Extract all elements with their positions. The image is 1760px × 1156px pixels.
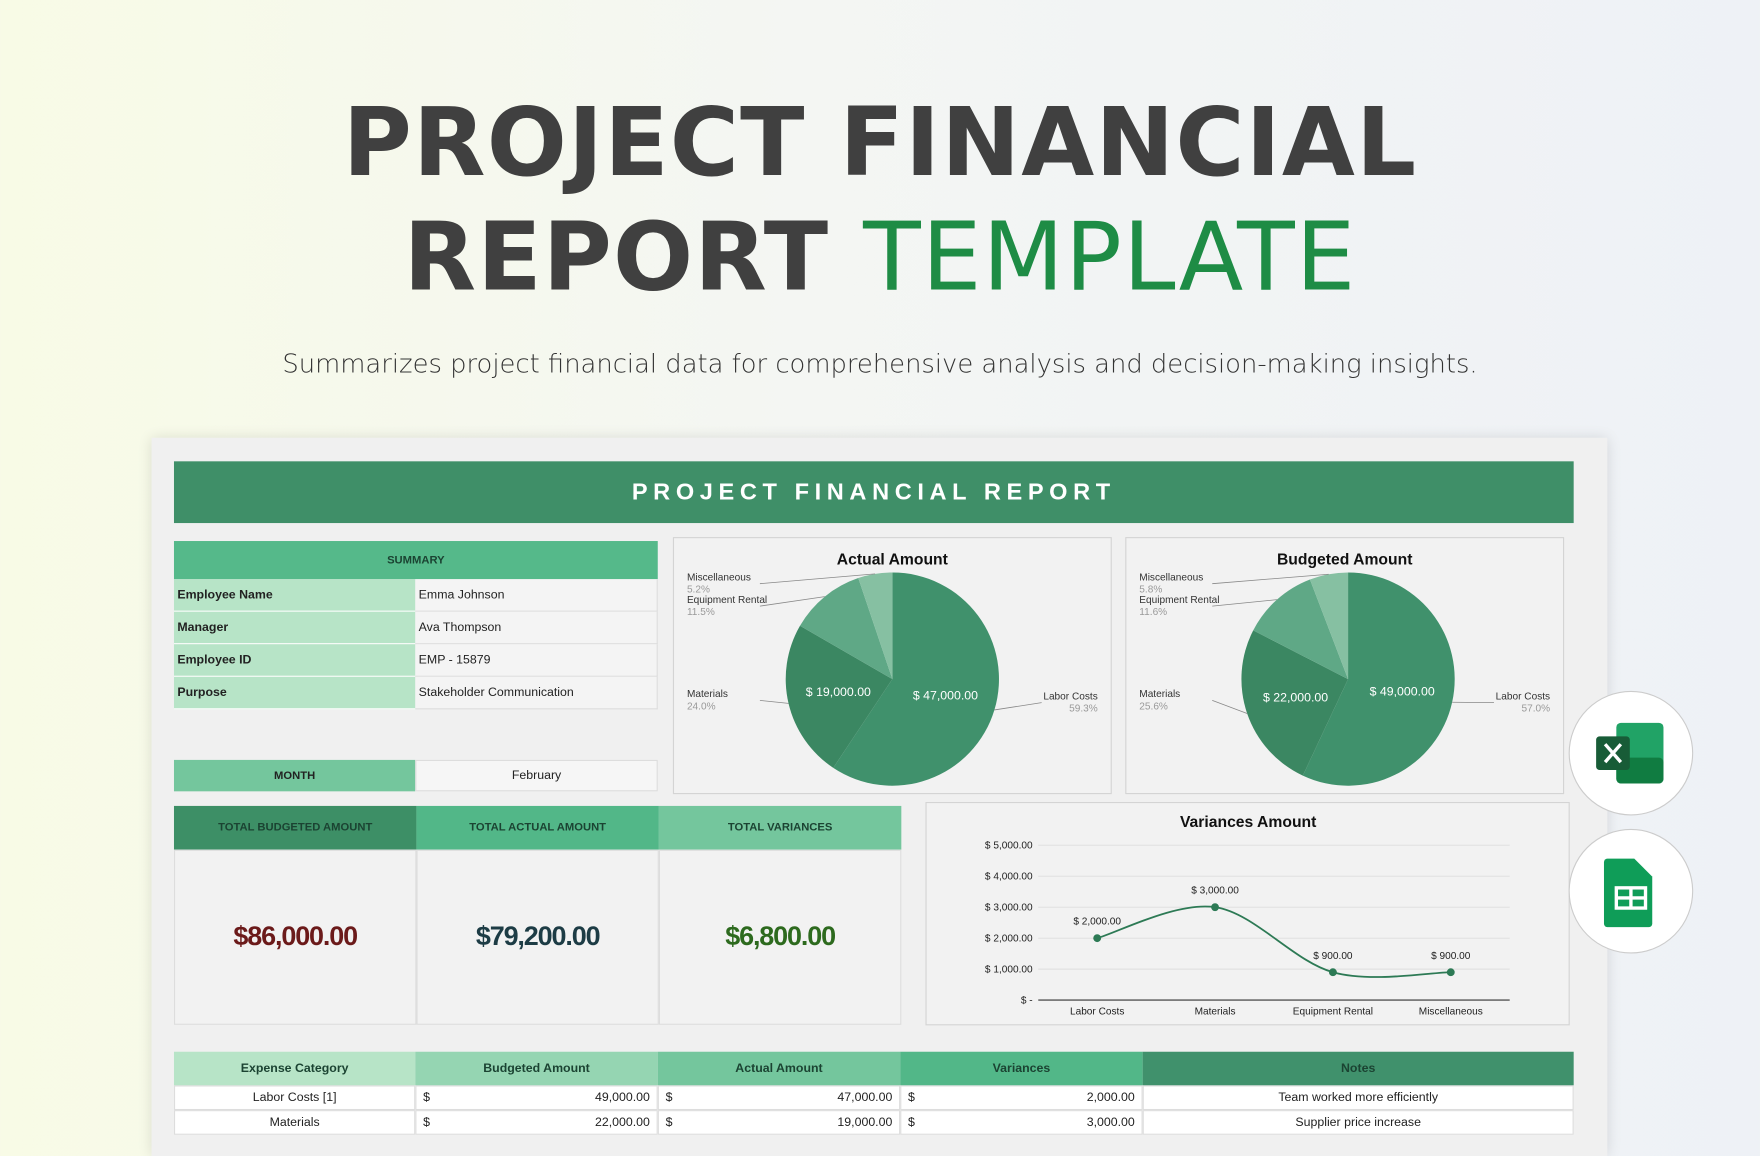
table-cell: Supplier price increase — [1143, 1110, 1574, 1135]
currency-symbol: $ — [666, 1116, 673, 1129]
summary-value: Stakeholder Communication — [415, 677, 657, 710]
data-label: $ 47,000.00 — [913, 689, 978, 703]
table-cell: $49,000.00 — [415, 1085, 657, 1110]
amount: 49,000.00 — [595, 1091, 650, 1104]
summary-header: SUMMARY — [174, 541, 658, 579]
x-tick-label: Materials — [1195, 1007, 1236, 1018]
slice-percent: 59.3% — [1069, 704, 1098, 715]
amount: 2,000.00 — [1087, 1091, 1135, 1104]
point — [1211, 903, 1219, 911]
table-header: Notes — [1143, 1052, 1574, 1086]
chart-title: Actual Amount — [837, 552, 949, 569]
currency-symbol: $ — [423, 1091, 430, 1104]
amount: 22,000.00 — [595, 1116, 650, 1129]
x-tick-label: Miscellaneous — [1419, 1007, 1483, 1018]
month-label: MONTH — [174, 760, 415, 791]
y-tick-label: $ 4,000.00 — [985, 872, 1033, 883]
data-label: $ 22,000.00 — [1263, 690, 1328, 704]
slice-percent: 57.0% — [1521, 704, 1550, 715]
slice-label: Labor Costs — [1043, 691, 1097, 702]
table-cell: $47,000.00 — [658, 1085, 900, 1110]
slice-label: Equipment Rental — [1139, 595, 1219, 606]
total-header: TOTAL BUDGETED AMOUNT — [174, 806, 416, 850]
summary-value: EMP - 15879 — [415, 644, 657, 677]
amount: 3,000.00 — [1087, 1116, 1135, 1129]
summary-value: Ava Thompson — [415, 612, 657, 645]
chart-title: Budgeted Amount — [1277, 552, 1413, 569]
slice-percent: 5.2% — [687, 585, 710, 596]
total-header: TOTAL VARIANCES — [659, 806, 901, 850]
summary-label: Employee ID — [174, 644, 415, 677]
table-cell: $3,000.00 — [900, 1110, 1142, 1135]
table-cell: $19,000.00 — [658, 1110, 900, 1135]
table-cell: Materials — [174, 1110, 415, 1135]
month-value: February — [415, 760, 657, 791]
currency-symbol: $ — [908, 1091, 915, 1104]
y-tick-label: $ - — [1021, 995, 1033, 1006]
slice-percent: 5.8% — [1139, 585, 1162, 596]
data-label: $ 19,000.00 — [806, 685, 871, 699]
chart-title: Variances Amount — [1180, 814, 1317, 831]
y-tick-label: $ 5,000.00 — [985, 841, 1033, 852]
table-header: Variances — [900, 1052, 1142, 1086]
y-tick-label: $ 2,000.00 — [985, 934, 1033, 945]
point — [1093, 934, 1101, 942]
summary-value: Emma Johnson — [415, 579, 657, 612]
point — [1329, 968, 1337, 976]
data-label: $ 49,000.00 — [1370, 685, 1435, 699]
total-value: $86,000.00 — [174, 850, 416, 1025]
table-cell: $22,000.00 — [415, 1110, 657, 1135]
slice-percent: 11.6% — [1139, 607, 1167, 618]
total-header: TOTAL ACTUAL AMOUNT — [416, 806, 658, 850]
x-tick-label: Labor Costs — [1070, 1007, 1124, 1018]
summary-label: Employee Name — [174, 579, 415, 612]
total-value: $6,800.00 — [659, 850, 901, 1025]
data-label: $ 2,000.00 — [1073, 917, 1121, 928]
table-cell: $2,000.00 — [900, 1085, 1142, 1110]
slice-label: Labor Costs — [1496, 691, 1550, 702]
x-tick-label: Equipment Rental — [1293, 1007, 1373, 1018]
amount: 19,000.00 — [837, 1116, 892, 1129]
currency-symbol: $ — [666, 1091, 673, 1104]
table-header: Expense Category — [174, 1052, 415, 1086]
point — [1447, 968, 1455, 976]
currency-symbol: $ — [423, 1116, 430, 1129]
slice-label: Miscellaneous — [1139, 572, 1203, 583]
y-tick-label: $ 3,000.00 — [985, 903, 1033, 914]
slice-percent: 24.0% — [687, 701, 716, 712]
slice-percent: 25.6% — [1139, 701, 1168, 712]
summary-label: Purpose — [174, 677, 415, 710]
chart-panel — [926, 803, 1569, 1025]
total-value: $79,200.00 — [416, 850, 658, 1025]
slice-label: Miscellaneous — [687, 572, 751, 583]
slice-label: Equipment Rental — [687, 595, 767, 606]
table-cell: Team worked more efficiently — [1143, 1085, 1574, 1110]
currency-symbol: $ — [908, 1116, 915, 1129]
slice-label: Materials — [687, 689, 728, 700]
data-label: $ 900.00 — [1431, 951, 1471, 962]
slice-label: Materials — [1139, 689, 1180, 700]
table-header: Actual Amount — [658, 1052, 900, 1086]
amount: 47,000.00 — [837, 1091, 892, 1104]
data-label: $ 900.00 — [1313, 951, 1353, 962]
slice-percent: 11.5% — [687, 607, 715, 618]
summary-label: Manager — [174, 612, 415, 645]
data-label: $ 3,000.00 — [1191, 886, 1239, 897]
table-cell: Labor Costs [1] — [174, 1085, 415, 1110]
y-tick-label: $ 1,000.00 — [985, 964, 1033, 975]
table-header: Budgeted Amount — [415, 1052, 657, 1086]
